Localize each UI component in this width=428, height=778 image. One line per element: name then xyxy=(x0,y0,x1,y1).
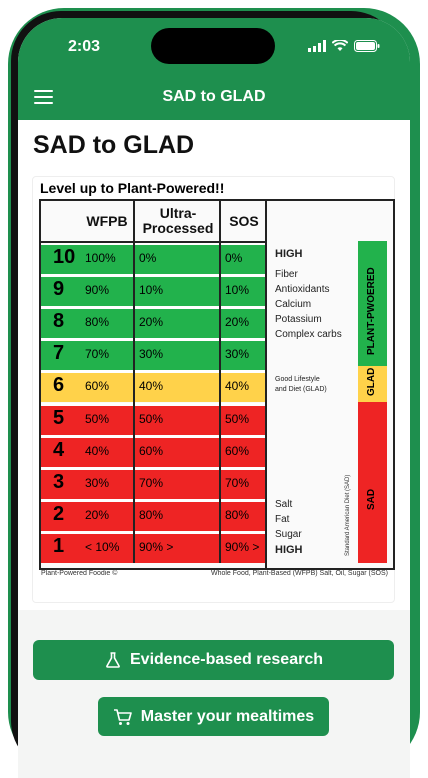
wifi-icon xyxy=(332,40,348,51)
master-your-mealtimes-label: Master your mealtimes xyxy=(140,707,315,725)
level-row: 2 20% 80% 80% xyxy=(41,498,267,531)
sos-value: 40% xyxy=(225,379,250,394)
level-row: 7 70% 30% 30% xyxy=(41,338,267,371)
ultra-processed-value: 50% xyxy=(139,411,164,426)
sad-bar: SAD xyxy=(358,402,387,563)
level-number: 4 xyxy=(53,438,65,461)
app-title: SAD to GLAD xyxy=(162,88,266,105)
ultra-processed-value: 20% xyxy=(139,315,164,330)
ultra-processed-value: 90% > xyxy=(139,539,174,554)
header-ultra-processed: Ultra- Processed xyxy=(142,205,214,236)
figure-legend-note: Whole Food, Plant-Based (WFPB) Salt, Oil… xyxy=(210,570,388,577)
level-row: 8 80% 20% 20% xyxy=(41,306,267,339)
sos-value: 0% xyxy=(225,251,243,265)
bad-item: Sugar xyxy=(275,529,302,540)
evidence-based-research-label: Evidence-based research xyxy=(130,651,323,668)
evidence-based-research-button[interactable]: Evidence-based research xyxy=(33,640,394,680)
nutrient-item: Complex carbs xyxy=(275,329,342,340)
level-row: 10 100% 0% 0% xyxy=(41,242,267,275)
column-divider xyxy=(133,201,135,563)
hamburger-menu-icon[interactable] xyxy=(34,90,56,106)
figure-credit: Plant-Powered Foodie © xyxy=(41,570,118,577)
ultra-processed-value: 70% xyxy=(139,475,164,490)
header-sos: SOS xyxy=(229,212,259,229)
levels-table: WFPB Ultra- Processed SOS 10 100% 0% 0% 9 90%… xyxy=(39,199,395,570)
level-number: 1 xyxy=(53,534,65,557)
signal-icon xyxy=(308,40,326,52)
high-nutrients-label: HIGH xyxy=(275,248,303,260)
nutrient-item: Antioxidants xyxy=(275,284,330,295)
nutrient-list: Fiber Antioxidants Calcium Potassium Complex… xyxy=(275,267,342,342)
level-number: 3 xyxy=(53,470,65,493)
level-row: 3 30% 70% 70% xyxy=(41,466,267,499)
nutrient-item: Potassium xyxy=(275,314,322,325)
cart-icon xyxy=(113,708,132,725)
bad-item: Fat xyxy=(275,514,290,525)
status-bar: 2:03 xyxy=(18,18,410,76)
sos-value: 70% xyxy=(225,475,250,490)
level-number: 6 xyxy=(53,374,65,397)
sos-value: 20% xyxy=(225,315,250,330)
wfpb-value: 80% xyxy=(85,315,110,330)
wfpb-value: < 10% xyxy=(85,539,120,554)
level-number: 5 xyxy=(53,406,65,429)
level-row: 9 90% 10% 10% xyxy=(41,274,267,307)
master-your-mealtimes-button[interactable]: Master your mealtimes xyxy=(98,697,329,736)
wfpb-value: 70% xyxy=(85,347,110,362)
glad-bar: GLAD xyxy=(358,366,387,402)
plant-powered-bar: PLANT-PWOERED xyxy=(358,241,387,366)
column-divider xyxy=(265,201,267,568)
sos-value: 80% xyxy=(225,507,250,522)
wfpb-value: 40% xyxy=(85,443,110,458)
screen: 2:03 SAD to GLAD SAD to G xyxy=(18,18,410,778)
glad-note: Good Lifestyle and Diet (GLAD) xyxy=(275,376,327,393)
high-bad-label: HIGH xyxy=(275,544,303,556)
sos-value: 10% xyxy=(225,283,250,298)
sos-value: 90% > xyxy=(225,539,260,554)
ultra-processed-value: 0% xyxy=(139,251,157,265)
wfpb-value: 90% xyxy=(85,283,110,298)
sos-value: 60% xyxy=(225,443,250,458)
header-divider xyxy=(41,241,267,243)
level-row: 5 50% 50% 50% xyxy=(41,402,267,435)
wfpb-value: 50% xyxy=(85,411,110,426)
level-number: 8 xyxy=(53,310,65,333)
wfpb-value: 20% xyxy=(85,507,110,522)
column-divider xyxy=(219,201,221,563)
page-title: SAD to GLAD xyxy=(33,131,195,159)
ultra-processed-value: 30% xyxy=(139,347,164,362)
sos-value: 30% xyxy=(225,347,250,362)
status-icons xyxy=(308,40,380,52)
nutrient-item: Fiber xyxy=(275,269,298,280)
wfpb-value: 60% xyxy=(85,379,110,394)
bad-item: Salt xyxy=(275,499,293,510)
sad-vertical-label: Standard American Diet (SAD) xyxy=(345,474,351,556)
sos-value: 50% xyxy=(225,411,250,426)
flask-icon xyxy=(106,652,120,668)
nutrient-item: Calcium xyxy=(275,299,312,310)
wfpb-value: 30% xyxy=(85,475,110,490)
level-row: 6 60% 40% 40% xyxy=(41,370,267,403)
header-wfpb: WFPB xyxy=(86,212,128,229)
app-bar: SAD to GLAD xyxy=(18,76,410,120)
dynamic-island xyxy=(151,28,275,64)
figure-title: Level up to Plant-Powered!! xyxy=(40,180,225,196)
sad-to-glad-figure: Level up to Plant-Powered!! WFPB Ultra- … xyxy=(32,176,395,603)
ultra-processed-value: 40% xyxy=(139,379,164,394)
ultra-processed-value: 10% xyxy=(139,283,164,298)
bad-items-list: Salt Fat Sugar xyxy=(275,497,302,542)
level-number: 7 xyxy=(53,342,65,365)
ultra-processed-value: 80% xyxy=(139,507,164,522)
level-number: 2 xyxy=(53,502,65,525)
level-row: 4 40% 60% 60% xyxy=(41,434,267,467)
level-number: 10 xyxy=(53,246,76,268)
battery-icon xyxy=(354,40,380,52)
content: SAD to GLAD Level up to Plant-Powered!! … xyxy=(18,120,410,778)
level-row: 1 < 10% 90% > 90% > xyxy=(41,530,267,563)
wfpb-value: 100% xyxy=(85,251,116,265)
content-card: SAD to GLAD Level up to Plant-Powered!! … xyxy=(18,120,410,610)
level-number: 9 xyxy=(53,278,65,301)
status-time: 2:03 xyxy=(68,38,101,55)
ultra-processed-value: 60% xyxy=(139,443,164,458)
